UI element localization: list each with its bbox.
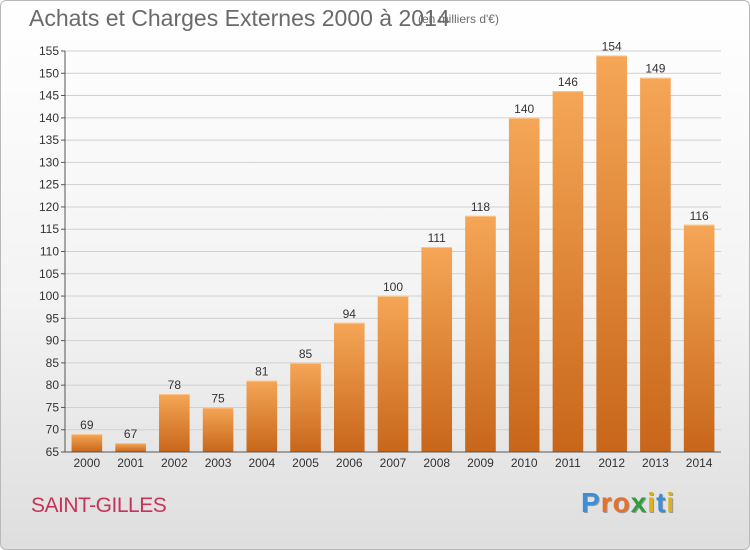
axes: 65 70 75 80 85 90 95 100 105 110 115 120 125 130 135 14… — [39, 44, 721, 470]
bar-2010 — [508, 117, 540, 452]
y-tick-label: 65 — [46, 445, 60, 459]
x-tick-label: 2001 — [117, 456, 144, 470]
x-tick-label: 2006 — [336, 456, 363, 470]
proxiti-logo: Proxiti — [581, 487, 675, 519]
logo-letter: r — [600, 487, 613, 518]
bar-2004 — [246, 380, 278, 452]
bar-2002 — [159, 394, 190, 452]
bar-2006 — [333, 322, 365, 452]
data-label: 111 — [428, 231, 447, 245]
data-label: 118 — [471, 200, 490, 214]
x-tick-label: 2002 — [161, 456, 188, 470]
data-label: 75 — [211, 391, 225, 405]
data-label: 81 — [255, 365, 269, 379]
data-label: 69 — [80, 418, 94, 432]
bar-2007 — [377, 296, 409, 452]
y-tick-label: 110 — [40, 245, 59, 259]
y-tick-label: 120 — [39, 200, 59, 214]
bar-2008 — [421, 247, 453, 452]
bar-2013 — [640, 77, 671, 452]
y-tick-label: 80 — [46, 378, 60, 392]
chart-title: Achats et Charges Externes 2000 à 2014 — [29, 5, 450, 31]
y-tick-label: 145 — [39, 89, 59, 103]
y-tick-label: 125 — [39, 178, 59, 192]
y-tick-label: 105 — [39, 267, 59, 281]
data-label: 154 — [602, 39, 622, 53]
logo-letter: x — [630, 487, 648, 518]
bar-2001 — [115, 443, 146, 452]
data-label: 146 — [558, 75, 578, 89]
y-tick-label: 75 — [46, 400, 60, 414]
y-tick-label: 155 — [39, 44, 59, 58]
x-tick-label: 2008 — [423, 456, 450, 470]
bar-2014 — [683, 224, 715, 452]
y-tick-label: 130 — [39, 155, 59, 169]
y-tick-label: 115 — [40, 222, 59, 236]
x-tick-label: 2004 — [248, 456, 275, 470]
bar-2005 — [290, 362, 321, 452]
y-tick-label: 90 — [46, 334, 60, 348]
bar-2000 — [71, 434, 103, 452]
y-tick-label: 95 — [46, 311, 60, 325]
bar-2012 — [596, 55, 627, 452]
x-tick-label: 2012 — [598, 456, 625, 470]
x-tick-label: 2009 — [467, 456, 494, 470]
data-label: 85 — [299, 347, 313, 361]
data-label: 149 — [645, 62, 665, 76]
y-tick-label: 70 — [46, 423, 60, 437]
x-tick-label: 2011 — [555, 456, 581, 470]
bar-2011 — [552, 91, 584, 452]
data-label: 140 — [514, 102, 534, 116]
x-tick-label: 2010 — [511, 456, 538, 470]
bars: 69 67 78 75 81 85 94 100 111 118 140 146 154 149 116 — [71, 39, 715, 452]
data-label: 94 — [343, 307, 357, 321]
x-tick-label: 2007 — [380, 456, 407, 470]
y-tick-label: 85 — [46, 356, 60, 370]
x-tick-label: 2013 — [642, 456, 669, 470]
x-tick-label: 2014 — [686, 456, 713, 470]
bar-2009 — [465, 215, 496, 452]
y-tick-label: 135 — [39, 133, 59, 147]
logo-letter: i — [647, 487, 657, 518]
x-tick-label: 2000 — [74, 456, 101, 470]
x-tick-label: 2003 — [205, 456, 232, 470]
data-label: 100 — [383, 280, 403, 294]
data-label: 78 — [168, 378, 182, 392]
data-label: 116 — [690, 209, 709, 223]
y-tick-label: 150 — [39, 66, 59, 80]
logo-letter: t — [656, 487, 667, 518]
x-tick-label: 2005 — [292, 456, 319, 470]
data-label: 67 — [124, 427, 138, 441]
logo-letter: o — [612, 487, 631, 518]
place-name: SAINT-GILLES — [31, 494, 167, 517]
y-tick-label: 100 — [39, 289, 59, 303]
bar-2003 — [202, 407, 234, 452]
y-tick-label: 140 — [39, 111, 59, 125]
logo-letter: i — [666, 487, 676, 518]
logo-letter: P — [581, 487, 601, 518]
chart-subtitle: (en milliers d'€) — [418, 12, 499, 26]
